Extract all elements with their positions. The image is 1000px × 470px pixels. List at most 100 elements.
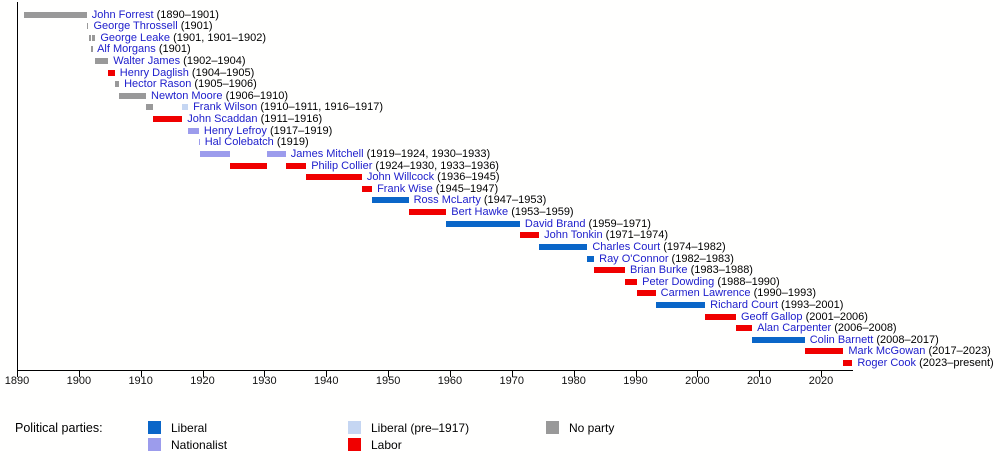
premier-dates: (1910–1911, 1916–1917) bbox=[257, 101, 384, 114]
premier-name-link[interactable]: Frank Wise bbox=[377, 182, 433, 195]
premier-label: Ross McLarty (1947–1953) bbox=[414, 193, 547, 207]
term-bar bbox=[267, 150, 286, 157]
term-bar bbox=[24, 11, 87, 18]
term-bar bbox=[182, 104, 189, 111]
premier-name-link[interactable]: John Tonkin bbox=[544, 229, 603, 242]
premier-label: John Forrest (1890–1901) bbox=[92, 8, 219, 22]
premier-name-link[interactable]: Richard Court bbox=[710, 299, 778, 311]
x-axis-tick bbox=[697, 371, 699, 377]
premier-label: Alf Morgans (1901) bbox=[97, 42, 191, 56]
premier-name-link[interactable]: David Brand bbox=[524, 217, 586, 230]
x-axis-tick bbox=[449, 371, 451, 377]
term-bar bbox=[119, 92, 146, 99]
premier-name-link[interactable]: John Forrest bbox=[91, 8, 154, 21]
x-axis-tick-label: 1890 bbox=[4, 375, 30, 387]
premier-name-link[interactable]: Frank Wilson bbox=[193, 101, 258, 114]
premier-name-link[interactable]: James Mitchell bbox=[290, 147, 364, 160]
x-axis-tick bbox=[78, 371, 80, 377]
premier-name-link[interactable]: Hector Rason bbox=[124, 78, 192, 91]
premier-label: John Scaddan (1911–1916) bbox=[187, 112, 322, 126]
premier-name-link[interactable]: Colin Barnett bbox=[809, 333, 874, 346]
premier-dates: (1959–1971) bbox=[585, 217, 651, 230]
premier-dates: (1983–1988) bbox=[687, 264, 753, 277]
premier-name-link[interactable]: Bert Hawke bbox=[451, 206, 509, 219]
term-bar bbox=[539, 243, 588, 250]
premier-dates: (1901) bbox=[155, 43, 191, 56]
premier-name-link[interactable]: Mark McGowan bbox=[848, 345, 926, 358]
premier-label: George Leake (1901, 1901–1902) bbox=[100, 31, 266, 45]
premier-name-link[interactable]: George Throssell bbox=[93, 20, 178, 33]
premier-dates: (2023–present) bbox=[916, 357, 994, 370]
premier-label: Geoff Gallop (2001–2006) bbox=[741, 310, 868, 324]
premier-name-link[interactable]: Alf Morgans bbox=[97, 43, 156, 56]
legend-swatch-labor bbox=[348, 438, 361, 451]
term-bar bbox=[198, 139, 201, 146]
term-bar bbox=[91, 46, 93, 53]
premier-name-link[interactable]: John Willcock bbox=[366, 171, 435, 184]
term-bar bbox=[88, 34, 92, 41]
premier-name-link[interactable]: Ross McLarty bbox=[413, 194, 481, 207]
term-bar bbox=[594, 267, 626, 274]
premier-name-link[interactable]: Ray O'Connor bbox=[599, 252, 669, 265]
premier-label: Roger Cook (2023–present) bbox=[857, 356, 993, 370]
premier-name-link[interactable]: Carmen Lawrence bbox=[660, 287, 751, 300]
premier-name-link[interactable]: Walter James bbox=[113, 54, 181, 67]
premier-name-link[interactable]: Hal Colebatch bbox=[204, 136, 274, 149]
premier-name-link[interactable]: Roger Cook bbox=[857, 357, 917, 370]
premier-dates: (1917–1919) bbox=[266, 124, 333, 137]
x-axis-tick-label: 1940 bbox=[314, 375, 339, 387]
premier-label: Peter Dowding (1988–1990) bbox=[642, 275, 780, 289]
term-bar bbox=[843, 360, 853, 367]
term-bar bbox=[804, 348, 844, 355]
premier-name-link[interactable]: Alan Carpenter bbox=[757, 322, 832, 335]
term-bar bbox=[637, 290, 656, 297]
premier-label: Richard Court (1993–2001) bbox=[710, 298, 843, 312]
term-bar bbox=[188, 127, 199, 134]
premier-name-link[interactable]: Peter Dowding bbox=[642, 275, 715, 288]
premier-dates: (1971–1974) bbox=[602, 229, 669, 242]
premier-name-link[interactable]: George Leake bbox=[100, 31, 171, 44]
premier-name-link[interactable]: John Scaddan bbox=[187, 113, 258, 126]
term-bar bbox=[372, 197, 409, 204]
x-axis-tick bbox=[326, 371, 328, 377]
x-axis-tick-label: 1970 bbox=[499, 375, 525, 387]
premier-dates: (1993–2001) bbox=[778, 299, 844, 311]
term-bar bbox=[114, 81, 120, 88]
premier-dates: (1988–1990) bbox=[714, 275, 780, 288]
premier-dates: (1902–1904) bbox=[180, 54, 246, 67]
premier-name-link[interactable]: Newton Moore bbox=[151, 89, 223, 102]
premier-name-link[interactable]: Brian Burke bbox=[630, 264, 688, 277]
term-bar bbox=[152, 116, 183, 123]
x-axis-tick bbox=[573, 371, 575, 377]
x-axis-tick bbox=[388, 371, 390, 377]
premier-name-link[interactable]: Geoff Gallop bbox=[740, 310, 803, 323]
premier-label: Mark McGowan (2017–2023) bbox=[848, 344, 990, 358]
x-axis-tick-label: 2010 bbox=[746, 375, 772, 387]
legend-label-no-party: No party bbox=[569, 421, 615, 435]
x-axis-tick-label: 1950 bbox=[375, 375, 401, 387]
premier-dates: (1982–1983) bbox=[668, 252, 734, 265]
x-axis-tick bbox=[17, 371, 18, 377]
premier-label: John Tonkin (1971–1974) bbox=[544, 228, 668, 242]
term-bar bbox=[92, 34, 96, 41]
premier-name-link[interactable]: Philip Collier bbox=[311, 159, 373, 172]
legend-swatch-liberal-pre1917 bbox=[348, 421, 361, 434]
term-bar bbox=[408, 209, 447, 216]
legend-swatch-liberal bbox=[148, 421, 161, 434]
premier-label: Ray O'Connor (1982–1983) bbox=[599, 252, 734, 266]
premier-label: Walter James (1902–1904) bbox=[113, 54, 245, 68]
premier-dates: (1919–1924, 1930–1933) bbox=[363, 147, 491, 160]
term-bar bbox=[705, 313, 736, 320]
premier-dates: (1901, 1901–1902) bbox=[170, 31, 267, 44]
legend-swatch-nationalist bbox=[148, 438, 161, 451]
term-bar bbox=[108, 69, 115, 76]
premier-dates: (1947–1953) bbox=[480, 194, 547, 207]
legend-label-liberal-pre1917: Liberal (pre–1917) bbox=[371, 421, 470, 435]
premier-name-link[interactable]: Henry Lefroy bbox=[203, 124, 267, 137]
premier-name-link[interactable]: Charles Court bbox=[592, 240, 661, 253]
x-axis-line bbox=[17, 370, 853, 371]
premier-label: Brian Burke (1983–1988) bbox=[630, 263, 753, 277]
term-bar bbox=[587, 255, 595, 262]
premier-name-link[interactable]: Henry Daglish bbox=[119, 66, 189, 79]
